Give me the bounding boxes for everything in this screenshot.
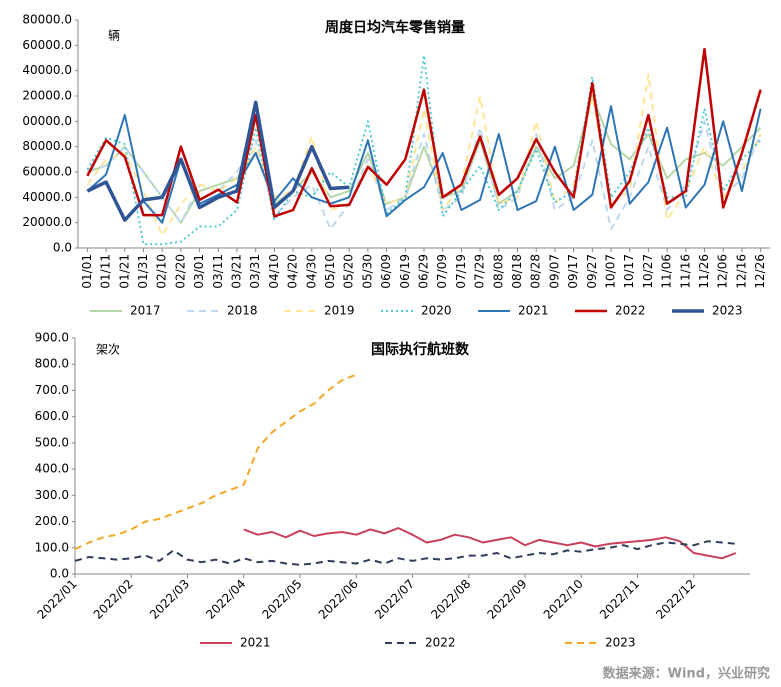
x-tick-label: 07/19 xyxy=(454,254,468,289)
x-tick-label: 03/21 xyxy=(229,254,243,289)
x-tick-label: 08/28 xyxy=(529,254,543,289)
x-tick-label: 10/27 xyxy=(641,254,655,289)
x-tick-label: 2022/01 xyxy=(34,577,79,622)
y-tick-label: 40000.0 xyxy=(22,190,72,204)
x-tick-label: 03/31 xyxy=(248,254,262,289)
y-axis-label: 架次 xyxy=(96,343,120,357)
legend-label: 2021 xyxy=(518,304,549,318)
y-tick-label: 0.0 xyxy=(53,241,72,255)
x-tick-label: 04/10 xyxy=(267,254,281,289)
series-line xyxy=(86,73,762,237)
x-tick-label: 12/16 xyxy=(734,254,748,289)
x-tick-label: 01/01 xyxy=(80,254,94,289)
x-tick-label: 09/27 xyxy=(585,254,599,289)
x-tick-label: 06/29 xyxy=(417,254,431,289)
x-tick-label: 07/29 xyxy=(473,254,487,289)
x-tick-label: 05/10 xyxy=(323,254,337,289)
y-tick-label: 00000.0 xyxy=(22,114,72,128)
x-tick-label: 01/11 xyxy=(99,254,113,289)
x-tick-label: 01/21 xyxy=(117,254,131,289)
x-tick-label: 04/30 xyxy=(304,254,318,289)
series-line xyxy=(86,54,762,246)
y-tick-label: 900.0 xyxy=(35,331,69,345)
x-tick-label: 05/20 xyxy=(342,254,356,289)
x-tick-label: 10/17 xyxy=(622,254,636,289)
y-tick-label: 80000.0 xyxy=(22,13,72,27)
y-tick-label: 60000.0 xyxy=(22,38,72,52)
x-tick-label: 2022/10 xyxy=(541,577,586,622)
legend-label: 2020 xyxy=(421,304,452,318)
x-tick-label: 2022/09 xyxy=(484,577,529,622)
x-tick-label: 01/31 xyxy=(136,254,150,289)
series-line xyxy=(74,373,357,551)
x-tick-label: 2022/07 xyxy=(372,577,417,622)
x-tick-label: 08/08 xyxy=(491,254,505,289)
y-tick-label: 400.0 xyxy=(35,462,69,476)
x-tick-label: 09/07 xyxy=(547,254,561,289)
legend-label: 2018 xyxy=(227,304,258,318)
x-tick-label: 2022/03 xyxy=(147,577,192,622)
legend-label: 2022 xyxy=(615,304,646,318)
x-tick-label: 2022/08 xyxy=(428,577,473,622)
y-tick-label: 60000.0 xyxy=(22,165,72,179)
legend-label: 2023 xyxy=(605,636,636,650)
y-tick-label: 800.0 xyxy=(35,357,69,371)
y-tick-label: 100.0 xyxy=(35,540,69,554)
y-tick-label: 20000.0 xyxy=(22,89,72,103)
x-tick-label: 08/18 xyxy=(510,254,524,289)
x-tick-label: 2022/06 xyxy=(316,577,361,622)
y-axis-label: 辆 xyxy=(108,29,120,43)
y-tick-label: 600.0 xyxy=(35,409,69,423)
y-tick-label: 200.0 xyxy=(35,514,69,528)
x-tick-label: 04/20 xyxy=(286,254,300,289)
series-line xyxy=(87,95,762,224)
x-tick-label: 2022/12 xyxy=(653,577,698,622)
x-tick-label: 07/09 xyxy=(435,254,449,289)
legend-label: 2017 xyxy=(130,304,161,318)
x-tick-label: 11/26 xyxy=(697,254,711,289)
x-tick-label: 2022/04 xyxy=(203,577,248,622)
chart-title: 周度日均汽车零售销量 xyxy=(325,19,465,36)
chart-title: 国际执行航班数 xyxy=(371,341,470,358)
series-line xyxy=(86,100,350,222)
source-note: 数据来源：Wind，兴业研究 xyxy=(603,666,770,682)
x-tick-label: 12/06 xyxy=(716,254,730,289)
y-tick-label: 40000.0 xyxy=(22,63,72,77)
x-tick-label: 06/09 xyxy=(379,254,393,289)
x-tick-label: 03/01 xyxy=(192,254,206,289)
legend-label: 2019 xyxy=(324,304,355,318)
series-line xyxy=(243,527,737,560)
x-tick-label: 2022/05 xyxy=(259,577,304,622)
x-tick-label: 12/26 xyxy=(753,254,767,289)
x-tick-label: 09/17 xyxy=(566,254,580,289)
legend-label: 2022 xyxy=(425,636,456,650)
y-tick-label: 20000.0 xyxy=(22,215,72,229)
x-tick-label: 06/19 xyxy=(398,254,412,289)
x-tick-label: 02/20 xyxy=(173,254,187,289)
x-tick-label: 2022/02 xyxy=(91,577,136,622)
y-tick-label: 300.0 xyxy=(35,488,69,502)
series-line xyxy=(74,540,736,566)
x-tick-label: 11/06 xyxy=(660,254,674,289)
y-tick-label: 0.0 xyxy=(50,567,69,581)
x-tick-label: 10/07 xyxy=(604,254,618,289)
y-tick-label: 80000.0 xyxy=(22,139,72,153)
x-tick-label: 05/30 xyxy=(360,254,374,289)
x-tick-label: 02/10 xyxy=(155,254,169,289)
legend-label: 2023 xyxy=(712,304,743,318)
y-tick-label: 700.0 xyxy=(35,383,69,397)
x-tick-label: 2022/11 xyxy=(597,577,642,622)
x-tick-label: 03/11 xyxy=(211,254,225,289)
x-tick-label: 11/16 xyxy=(678,254,692,289)
legend-label: 2021 xyxy=(240,636,271,650)
y-tick-label: 500.0 xyxy=(35,435,69,449)
series-line xyxy=(86,47,762,218)
